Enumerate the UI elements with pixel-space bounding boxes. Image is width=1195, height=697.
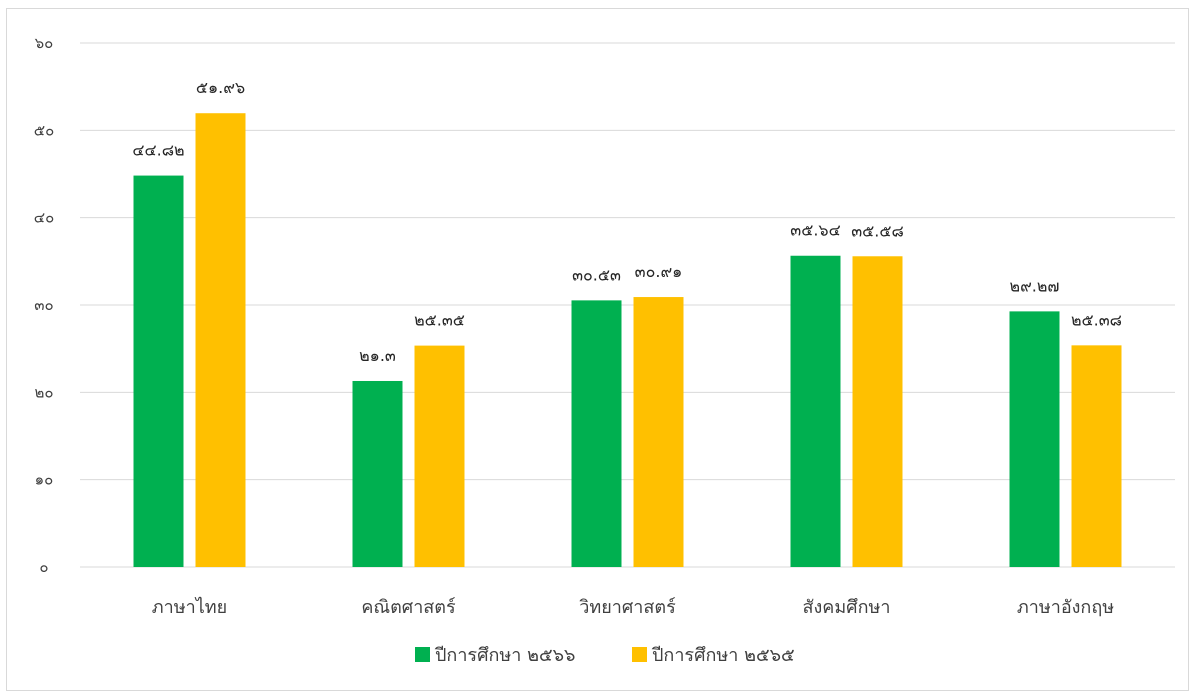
- x-tick-label: ภาษาไทย: [152, 596, 227, 618]
- data-label: ๕๑.๙๖: [196, 78, 245, 97]
- x-tick-label: สังคมศึกษา: [803, 597, 891, 618]
- bar-2-3: [852, 256, 903, 567]
- bar-1-3: [790, 255, 841, 567]
- y-tick-label: ๖๐: [35, 34, 54, 52]
- data-label: ๒๕.๓๘: [1071, 310, 1122, 329]
- bar-2-2: [633, 297, 684, 567]
- data-label: ๓๐.๕๓: [572, 265, 621, 284]
- data-label: ๓๕.๖๔: [790, 221, 840, 240]
- data-label: ๒๙.๒๗: [1010, 276, 1060, 295]
- data-label: ๓๕.๕๘: [851, 221, 904, 240]
- x-tick-label: คณิตศาสตร์: [361, 597, 456, 618]
- y-tick-label: ๕๐: [34, 121, 55, 139]
- data-label: ๔๔.๘๒: [132, 141, 184, 160]
- y-tick-label: ๓๐: [34, 296, 53, 314]
- bar-2-1: [414, 345, 465, 567]
- bar-2-4: [1071, 345, 1122, 567]
- bar-1-2: [571, 300, 622, 567]
- legend-label-2: ปีการศึกษา ๒๕๖๕: [652, 645, 795, 666]
- x-axis: ภาษาไทย คณิตศาสตร์ วิทยาศาสตร์ สังคมศึกษา ภา…: [152, 596, 1114, 618]
- x-tick-label: ภาษาอังกฤษ: [1017, 597, 1114, 618]
- data-label: ๓๐.๙๑: [635, 262, 683, 281]
- y-axis: ๐ ๑๐ ๒๐ ๓๐ ๔๐ ๕๐ ๖๐: [34, 34, 55, 576]
- data-label: ๒๑.๓: [359, 346, 396, 365]
- y-tick-label: ๐: [39, 558, 48, 576]
- y-tick-label: ๒๐: [34, 383, 53, 401]
- legend-swatch-2: [632, 647, 647, 662]
- legend-label-1: ปีการศึกษา ๒๕๖๖: [435, 645, 576, 666]
- bar-2-0: [195, 113, 246, 567]
- gridlines: [80, 42, 1175, 568]
- y-tick-label: ๑๐: [35, 471, 54, 489]
- y-tick-label: ๔๐: [34, 209, 55, 227]
- bars: [133, 113, 1122, 567]
- legend-swatch-1: [415, 647, 430, 662]
- data-label: ๒๕.๓๕: [414, 311, 465, 330]
- bar-1-4: [1009, 311, 1060, 567]
- legend: ปีการศึกษา ๒๕๖๖ ปีการศึกษา ๒๕๖๕: [415, 645, 795, 666]
- bar-1-1: [352, 380, 403, 567]
- bar-1-0: [133, 175, 184, 567]
- x-tick-label: วิทยาศาสตร์: [579, 597, 676, 618]
